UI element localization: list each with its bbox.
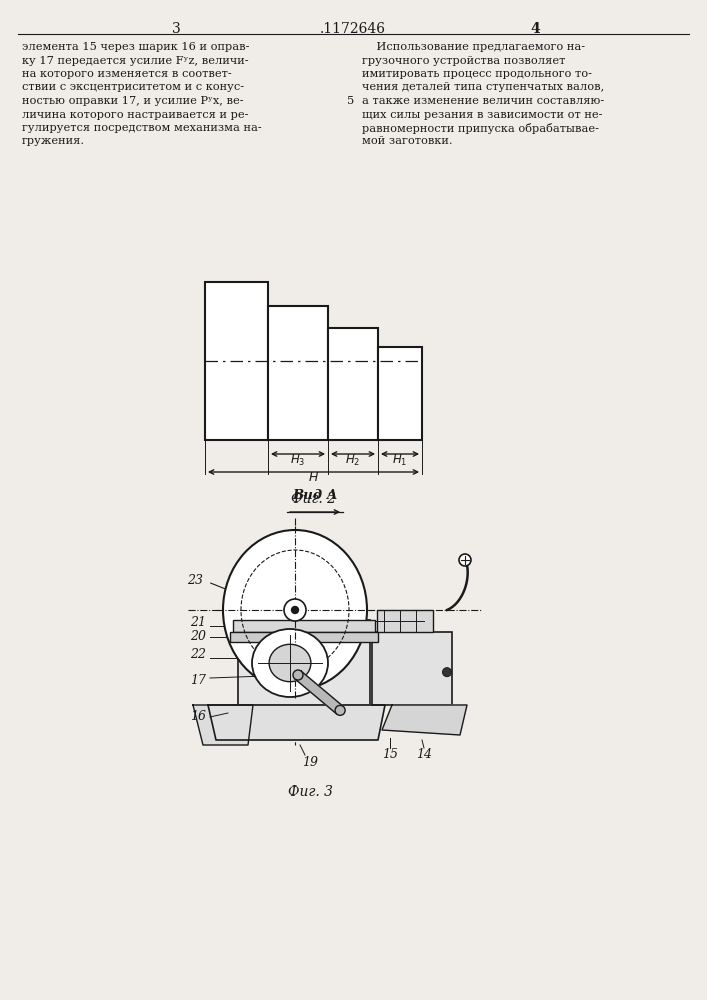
Text: гулируется посредством механизма на-: гулируется посредством механизма на-	[22, 123, 262, 133]
Text: чения деталей типа ступенчатых валов,: чения деталей типа ступенчатых валов,	[362, 83, 604, 93]
Circle shape	[293, 670, 303, 680]
Text: 23: 23	[187, 574, 203, 586]
Bar	[377, 610, 433, 632]
Polygon shape	[382, 705, 467, 735]
Text: ствии с эксцентриситетом и с конус-: ствии с эксцентриситетом и с конус-	[22, 83, 244, 93]
Bar	[378, 347, 422, 440]
Text: $H_3$: $H_3$	[291, 453, 305, 468]
Text: 14: 14	[416, 748, 432, 762]
Text: Фиг. 3: Фиг. 3	[288, 785, 332, 799]
Circle shape	[291, 606, 298, 613]
Text: ностью оправки 17, и усилие Pʸx, ве-: ностью оправки 17, и усилие Pʸx, ве-	[22, 96, 244, 106]
Bar	[328, 328, 378, 440]
Text: щих силы резания в зависимости от не-: щих силы резания в зависимости от не-	[362, 109, 602, 119]
Text: Вид А: Вид А	[292, 489, 338, 502]
Circle shape	[335, 705, 345, 715]
Text: Фиг. 2: Фиг. 2	[291, 492, 336, 506]
Circle shape	[459, 554, 471, 566]
Text: 5: 5	[347, 96, 355, 106]
Text: 16: 16	[190, 710, 206, 724]
Ellipse shape	[252, 629, 328, 697]
Polygon shape	[295, 671, 344, 714]
Text: 20: 20	[190, 631, 206, 644]
Text: 3: 3	[172, 22, 180, 36]
Text: .1172646: .1172646	[320, 22, 386, 36]
Text: гружения.: гружения.	[22, 136, 85, 146]
Bar	[233, 620, 375, 632]
Text: личина которого настраивается и ре-: личина которого настраивается и ре-	[22, 109, 248, 119]
Ellipse shape	[223, 530, 367, 690]
Text: а также изменение величин составляю-: а также изменение величин составляю-	[362, 96, 604, 106]
Circle shape	[284, 599, 306, 621]
Text: $H_1$: $H_1$	[392, 453, 408, 468]
Text: мой заготовки.: мой заготовки.	[362, 136, 452, 146]
Text: 4: 4	[530, 22, 540, 36]
Text: на которого изменяется в соответ-: на которого изменяется в соответ-	[22, 69, 232, 79]
Text: 15: 15	[382, 748, 398, 762]
Text: имитировать процесс продольного то-: имитировать процесс продольного то-	[362, 69, 592, 79]
Ellipse shape	[269, 644, 311, 682]
Bar	[205, 282, 268, 440]
Polygon shape	[193, 705, 253, 745]
Text: равномерности припуска обрабатывае-: равномерности припуска обрабатывае-	[362, 123, 599, 134]
Text: $H_2$: $H_2$	[345, 453, 361, 468]
Text: элемента 15 через шарик 16 и оправ-: элемента 15 через шарик 16 и оправ-	[22, 42, 250, 52]
Polygon shape	[208, 705, 385, 740]
Text: Использование предлагаемого на-: Использование предлагаемого на-	[362, 42, 585, 52]
Text: 19: 19	[302, 756, 318, 768]
Circle shape	[443, 668, 452, 677]
Text: 22: 22	[190, 648, 206, 662]
Bar	[268, 306, 328, 440]
Text: 21: 21	[190, 616, 206, 630]
Text: грузочного устройства позволяет: грузочного устройства позволяет	[362, 55, 566, 66]
Bar	[372, 632, 452, 705]
Text: $H$: $H$	[308, 471, 319, 484]
Text: 17: 17	[190, 674, 206, 688]
Bar	[238, 620, 370, 705]
Text: ку 17 передается усилие Fʸz, величи-: ку 17 передается усилие Fʸz, величи-	[22, 55, 249, 66]
Bar	[230, 632, 378, 642]
